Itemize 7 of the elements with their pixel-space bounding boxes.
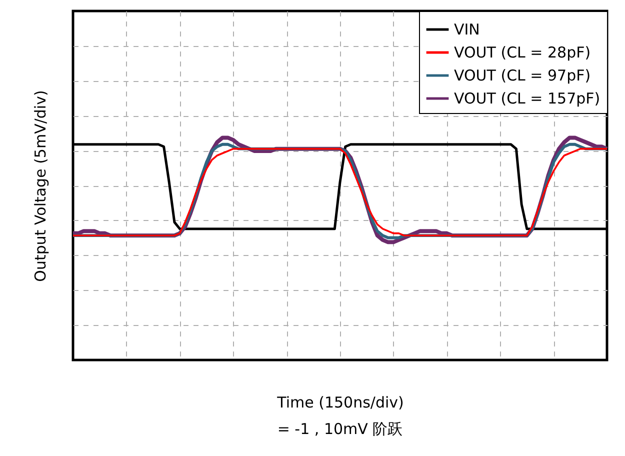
legend-label: VOUT (CL = 28pF) bbox=[454, 44, 591, 62]
legend-label: VOUT (CL = 157pF) bbox=[454, 90, 600, 108]
y-axis-title: Output Voltage (5mV/div) bbox=[32, 90, 50, 282]
text: = -1 , 10mV 阶跃 bbox=[277, 420, 403, 438]
x-axis-title: Time (150ns/div) bbox=[276, 394, 404, 412]
legend-label: VIN bbox=[454, 20, 480, 38]
legend-label: VOUT (CL = 97pF) bbox=[454, 66, 591, 84]
